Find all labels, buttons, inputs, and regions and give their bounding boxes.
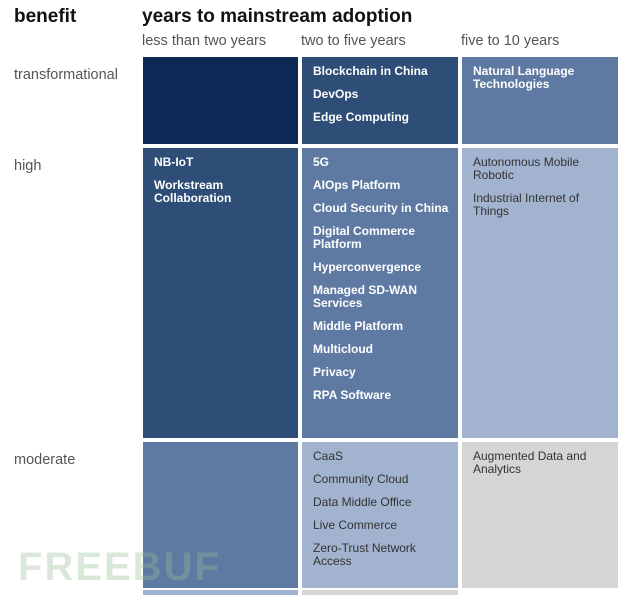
tech-item: Live Commerce (313, 518, 398, 532)
tech-item: Privacy (313, 365, 356, 379)
tech-item: AIOps Platform (313, 178, 401, 192)
tech-item: Zero-Trust Network Access (313, 541, 416, 568)
benefit-header: benefit (14, 6, 77, 27)
tech-item: Autonomous Mobile Robotic (473, 155, 580, 182)
tech-item: NB-IoT (154, 155, 194, 169)
tech-item: CaaS (313, 449, 344, 463)
tech-item: Hyperconvergence (313, 260, 422, 274)
tech-item: Managed SD-WAN Services (313, 283, 418, 310)
tech-item: Middle Platform (313, 319, 404, 333)
tech-item: Data Middle Office (313, 495, 412, 509)
tech-item: 5G (313, 155, 330, 169)
tech-item: Natural Language Technologies (473, 64, 575, 91)
cell-moderate-lt2 (143, 442, 298, 588)
column-label-2to5: two to five years (301, 33, 406, 49)
row-label-moderate: moderate (14, 452, 76, 468)
cell-transformational-lt2 (143, 57, 298, 144)
watermark: FREEBUF (18, 545, 221, 589)
next-row-strip (143, 590, 298, 595)
cell-transformational-5to10: Natural Language Technologies (462, 57, 618, 144)
tech-item: Workstream Collaboration (154, 178, 232, 205)
column-label-lt2: less than two years (142, 33, 267, 49)
tech-item: Augmented Data and Analytics (473, 449, 587, 476)
cell-moderate-5to10: Augmented Data and Analytics (462, 442, 618, 588)
row-label-transformational: transformational (14, 67, 118, 83)
cell-moderate-2to5: CaaS Community Cloud Data Middle Office … (302, 442, 458, 588)
column-label-5to10: five to 10 years (461, 33, 560, 49)
tech-item: RPA Software (313, 388, 392, 402)
next-row-strip (302, 590, 458, 595)
tech-item: Digital Commerce Platform (313, 224, 416, 251)
cell-high-2to5: 5G AIOps Platform Cloud Security in Chin… (302, 148, 458, 438)
row-label-high: high (14, 158, 42, 174)
cell-transformational-2to5: Blockchain in China DevOps Edge Computin… (302, 57, 458, 144)
tech-item: Edge Computing (313, 110, 409, 124)
cell-high-lt2: NB-IoT Workstream Collaboration (143, 148, 298, 438)
tech-item: Blockchain in China (313, 64, 428, 78)
cell-high-5to10: Autonomous Mobile Robotic Industrial Int… (462, 148, 618, 438)
tech-item: Multicloud (313, 342, 373, 356)
tech-item: Community Cloud (313, 472, 409, 486)
tech-item: DevOps (313, 87, 359, 101)
adoption-header: years to mainstream adoption (142, 6, 413, 27)
tech-item: Cloud Security in China (313, 201, 449, 215)
tech-item: Industrial Internet of Things (473, 191, 580, 218)
